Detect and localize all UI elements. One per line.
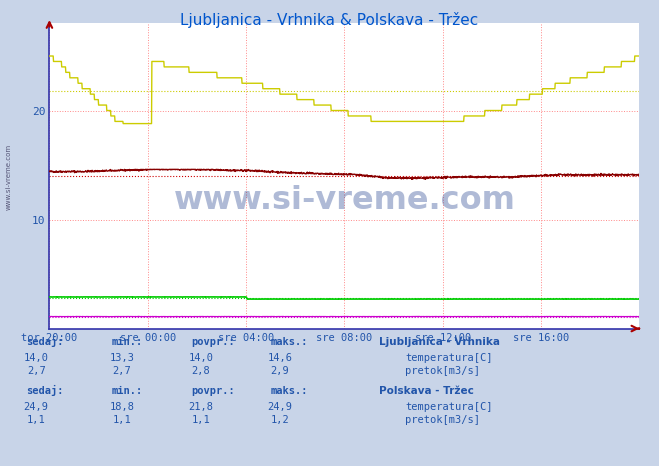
Text: 24,9: 24,9 bbox=[24, 402, 49, 412]
Text: 2,9: 2,9 bbox=[271, 366, 289, 376]
Text: 1,1: 1,1 bbox=[192, 415, 210, 425]
Text: maks.:: maks.: bbox=[270, 386, 308, 396]
Text: 2,8: 2,8 bbox=[192, 366, 210, 376]
Text: pretok[m3/s]: pretok[m3/s] bbox=[405, 415, 480, 425]
Text: 1,1: 1,1 bbox=[113, 415, 131, 425]
Text: maks.:: maks.: bbox=[270, 337, 308, 347]
Text: sedaj:: sedaj: bbox=[26, 336, 64, 347]
Text: sedaj:: sedaj: bbox=[26, 385, 64, 396]
Text: 1,1: 1,1 bbox=[27, 415, 45, 425]
Text: temperatura[C]: temperatura[C] bbox=[405, 353, 493, 363]
Text: 18,8: 18,8 bbox=[109, 402, 134, 412]
Text: 21,8: 21,8 bbox=[188, 402, 214, 412]
Text: 2,7: 2,7 bbox=[27, 366, 45, 376]
Text: min.:: min.: bbox=[112, 386, 143, 396]
Text: 1,2: 1,2 bbox=[271, 415, 289, 425]
Text: Polskava - Tržec: Polskava - Tržec bbox=[379, 386, 474, 396]
Text: pretok[m3/s]: pretok[m3/s] bbox=[405, 366, 480, 376]
Text: www.si-vreme.com: www.si-vreme.com bbox=[5, 144, 11, 210]
Text: Ljubljanica - Vrhnika & Polskava - Tržec: Ljubljanica - Vrhnika & Polskava - Tržec bbox=[181, 12, 478, 27]
Text: 14,6: 14,6 bbox=[268, 353, 293, 363]
Text: Ljubljanica - Vrhnika: Ljubljanica - Vrhnika bbox=[379, 337, 500, 347]
Text: 13,3: 13,3 bbox=[109, 353, 134, 363]
Text: 24,9: 24,9 bbox=[268, 402, 293, 412]
Text: 2,7: 2,7 bbox=[113, 366, 131, 376]
Text: www.si-vreme.com: www.si-vreme.com bbox=[173, 185, 515, 216]
Text: 14,0: 14,0 bbox=[24, 353, 49, 363]
Text: min.:: min.: bbox=[112, 337, 143, 347]
Text: povpr.:: povpr.: bbox=[191, 337, 235, 347]
Text: povpr.:: povpr.: bbox=[191, 386, 235, 396]
Text: 14,0: 14,0 bbox=[188, 353, 214, 363]
Text: temperatura[C]: temperatura[C] bbox=[405, 402, 493, 412]
